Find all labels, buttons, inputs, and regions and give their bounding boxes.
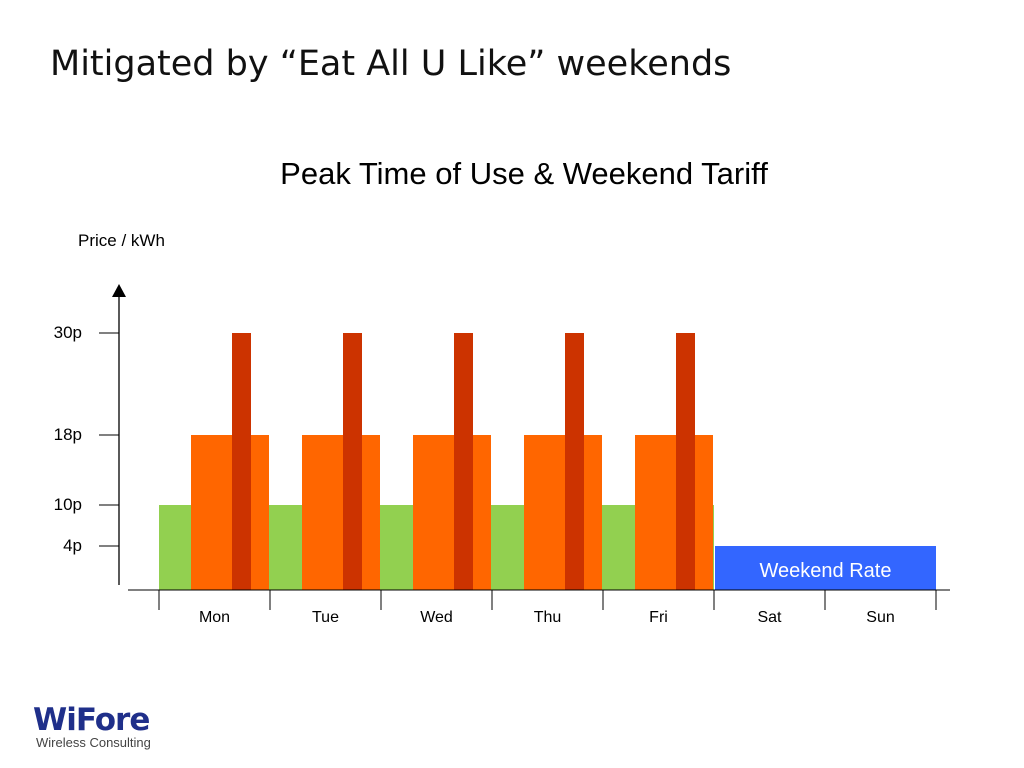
logo-name: WiFore	[33, 702, 150, 738]
bar-day-fri	[635, 435, 713, 590]
bar-day-mon	[191, 435, 269, 590]
bar-day-tue	[302, 435, 380, 590]
x-tick-label-tue: Tue	[312, 609, 339, 626]
x-tick-label-sat: Sat	[757, 609, 782, 626]
chart-title: Peak Time of Use & Weekend Tariff	[280, 156, 768, 191]
y-tick-label-18p: 18p	[54, 425, 82, 444]
bar-weekend-rate	[715, 546, 936, 590]
y-tick-label-10p: 10p	[54, 495, 82, 514]
wifore-logo: WiFore Wireless Consulting	[33, 704, 151, 750]
bar-peak-fri	[676, 333, 695, 590]
bar-day-wed	[413, 435, 491, 590]
x-tick-label-thu: Thu	[534, 609, 562, 626]
slide-title: Mitigated by “Eat All U Like” weekends	[50, 44, 732, 84]
x-tick-label-fri: Fri	[649, 609, 668, 626]
bar-peak-tue	[343, 333, 362, 590]
bar-day-thu	[524, 435, 602, 590]
weekend-rate-label: Weekend Rate	[760, 560, 892, 582]
x-tick-label-sun: Sun	[866, 609, 894, 626]
y-axis-label: Price / kWh	[78, 231, 165, 250]
x-tick-label-wed: Wed	[420, 609, 453, 626]
y-tick-label-30p: 30p	[54, 323, 82, 342]
y-axis-arrow	[112, 284, 126, 297]
bar-peak-mon	[232, 333, 251, 590]
y-tick-label-4p: 4p	[63, 536, 82, 555]
x-tick-label-mon: Mon	[199, 609, 230, 626]
logo-tagline: Wireless Consulting	[36, 735, 151, 750]
bar-peak-thu	[565, 333, 584, 590]
bar-peak-wed	[454, 333, 473, 590]
